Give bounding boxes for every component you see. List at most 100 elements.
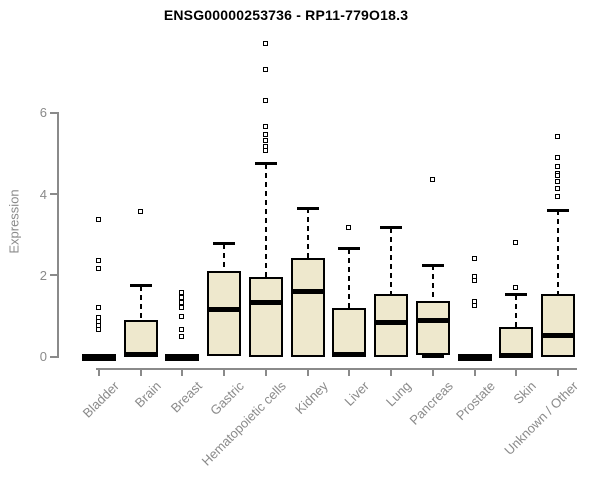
chart-title: ENSG00000253736 - RP11-779O18.3 (163, 7, 409, 23)
y-axis-line (57, 112, 59, 358)
x-tick-label-brain: Brain (131, 378, 164, 411)
outlier-point (179, 333, 185, 339)
median-pancreas (415, 317, 450, 323)
x-axis-tick (98, 370, 100, 376)
whisker-cap-hematopoietic-cells (254, 162, 277, 166)
y-axis-tick (50, 111, 57, 114)
outlier-point (555, 194, 561, 200)
x-axis-tick (515, 370, 518, 376)
median-breast (165, 354, 200, 360)
outlier-point (471, 302, 477, 308)
outlier-point (555, 178, 561, 184)
outlier-point (513, 284, 519, 290)
whisker-liver (348, 248, 351, 309)
x-tick-label-prostate: Prostate (452, 378, 498, 424)
y-tick-label: 0 (39, 349, 47, 365)
median-brain (123, 352, 158, 358)
x-axis-tick (390, 370, 393, 376)
x-tick-label-unknown-other: Unknown / Other (501, 378, 581, 458)
whisker-skin (515, 294, 518, 328)
whisker-brain (139, 285, 142, 321)
x-tick-label-gastric: Gastric (207, 378, 248, 419)
median-lung (374, 320, 409, 326)
box-kidney (290, 258, 325, 357)
x-axis-tick (348, 370, 351, 376)
x-tick-label-kidney: Kidney (291, 378, 331, 418)
x-axis-tick (557, 370, 560, 376)
box-liver (332, 308, 367, 357)
x-tick-label-hematopoietic-cells: Hematopoietic cells (198, 378, 289, 469)
box-brain (123, 320, 158, 357)
whisker-cap-low-pancreas (421, 355, 444, 359)
median-liver (332, 352, 367, 358)
y-axis-tick (50, 193, 57, 196)
outlier-point (96, 217, 101, 223)
box-hematopoietic-cells (248, 276, 283, 357)
whisker-cap-liver (338, 247, 361, 251)
y-tick-label: 6 (39, 105, 47, 121)
whisker-cap-brain (129, 284, 152, 288)
outlier-point (262, 123, 268, 129)
outlier-point (262, 67, 268, 72)
outlier-point (179, 313, 185, 319)
outlier-point (555, 163, 561, 169)
median-hematopoietic-cells (248, 300, 283, 306)
median-prostate (457, 354, 492, 360)
outlier-point (262, 138, 268, 144)
outlier-point (137, 209, 143, 215)
outlier-point (262, 132, 268, 138)
x-axis-tick (139, 370, 142, 376)
x-axis-tick (223, 370, 226, 376)
x-axis-tick (264, 370, 267, 376)
outlier-point (179, 326, 185, 332)
median-unknown-other (541, 332, 576, 338)
whisker-cap-pancreas (421, 263, 444, 267)
box-pancreas (415, 300, 450, 355)
median-skin (499, 352, 534, 358)
box-gastric (207, 271, 242, 356)
x-tick-label-lung: Lung (382, 378, 415, 410)
whisker-cap-kidney (296, 206, 319, 210)
y-axis-tick (50, 274, 57, 277)
outlier-point (96, 327, 101, 333)
whisker-pancreas (431, 265, 434, 301)
outlier-point (96, 258, 101, 264)
whisker-cap-lung (380, 226, 403, 230)
outlier-point (179, 299, 185, 305)
outlier-point (96, 266, 101, 272)
y-axis-tick (50, 355, 57, 358)
whisker-hematopoietic-cells (264, 163, 267, 277)
median-gastric (207, 307, 242, 313)
whisker-cap-unknown-other (547, 208, 570, 212)
whisker-kidney (306, 208, 309, 259)
x-tick-label-pancreas: Pancreas (406, 378, 456, 428)
outlier-point (555, 186, 561, 192)
median-kidney (290, 289, 325, 295)
x-tick-label-breast: Breast (168, 378, 206, 416)
y-axis-label: Expression (6, 189, 22, 254)
outlier-point (179, 294, 185, 300)
x-axis-tick (431, 370, 434, 376)
outlier-point (262, 40, 268, 46)
whisker-lung (390, 227, 393, 295)
x-axis-tick (181, 370, 184, 376)
whisker-cap-skin (505, 293, 528, 297)
y-tick-label: 2 (39, 267, 47, 283)
whisker-gastric (223, 243, 226, 272)
outlier-point (179, 289, 185, 295)
whisker-unknown-other (557, 210, 560, 295)
whisker-cap-gastric (213, 242, 236, 246)
x-tick-label-liver: Liver (341, 378, 373, 409)
outlier-point (555, 172, 561, 178)
box-lung (374, 294, 409, 357)
y-tick-label: 4 (39, 186, 47, 202)
outlier-point (96, 304, 101, 310)
outlier-point (555, 155, 561, 161)
outlier-point (513, 239, 519, 245)
median-bladder (82, 354, 116, 360)
x-tick-label-skin: Skin (510, 378, 540, 407)
outlier-point (471, 278, 477, 284)
box-unknown-other (541, 294, 576, 357)
x-tick-label-bladder: Bladder (79, 378, 122, 421)
